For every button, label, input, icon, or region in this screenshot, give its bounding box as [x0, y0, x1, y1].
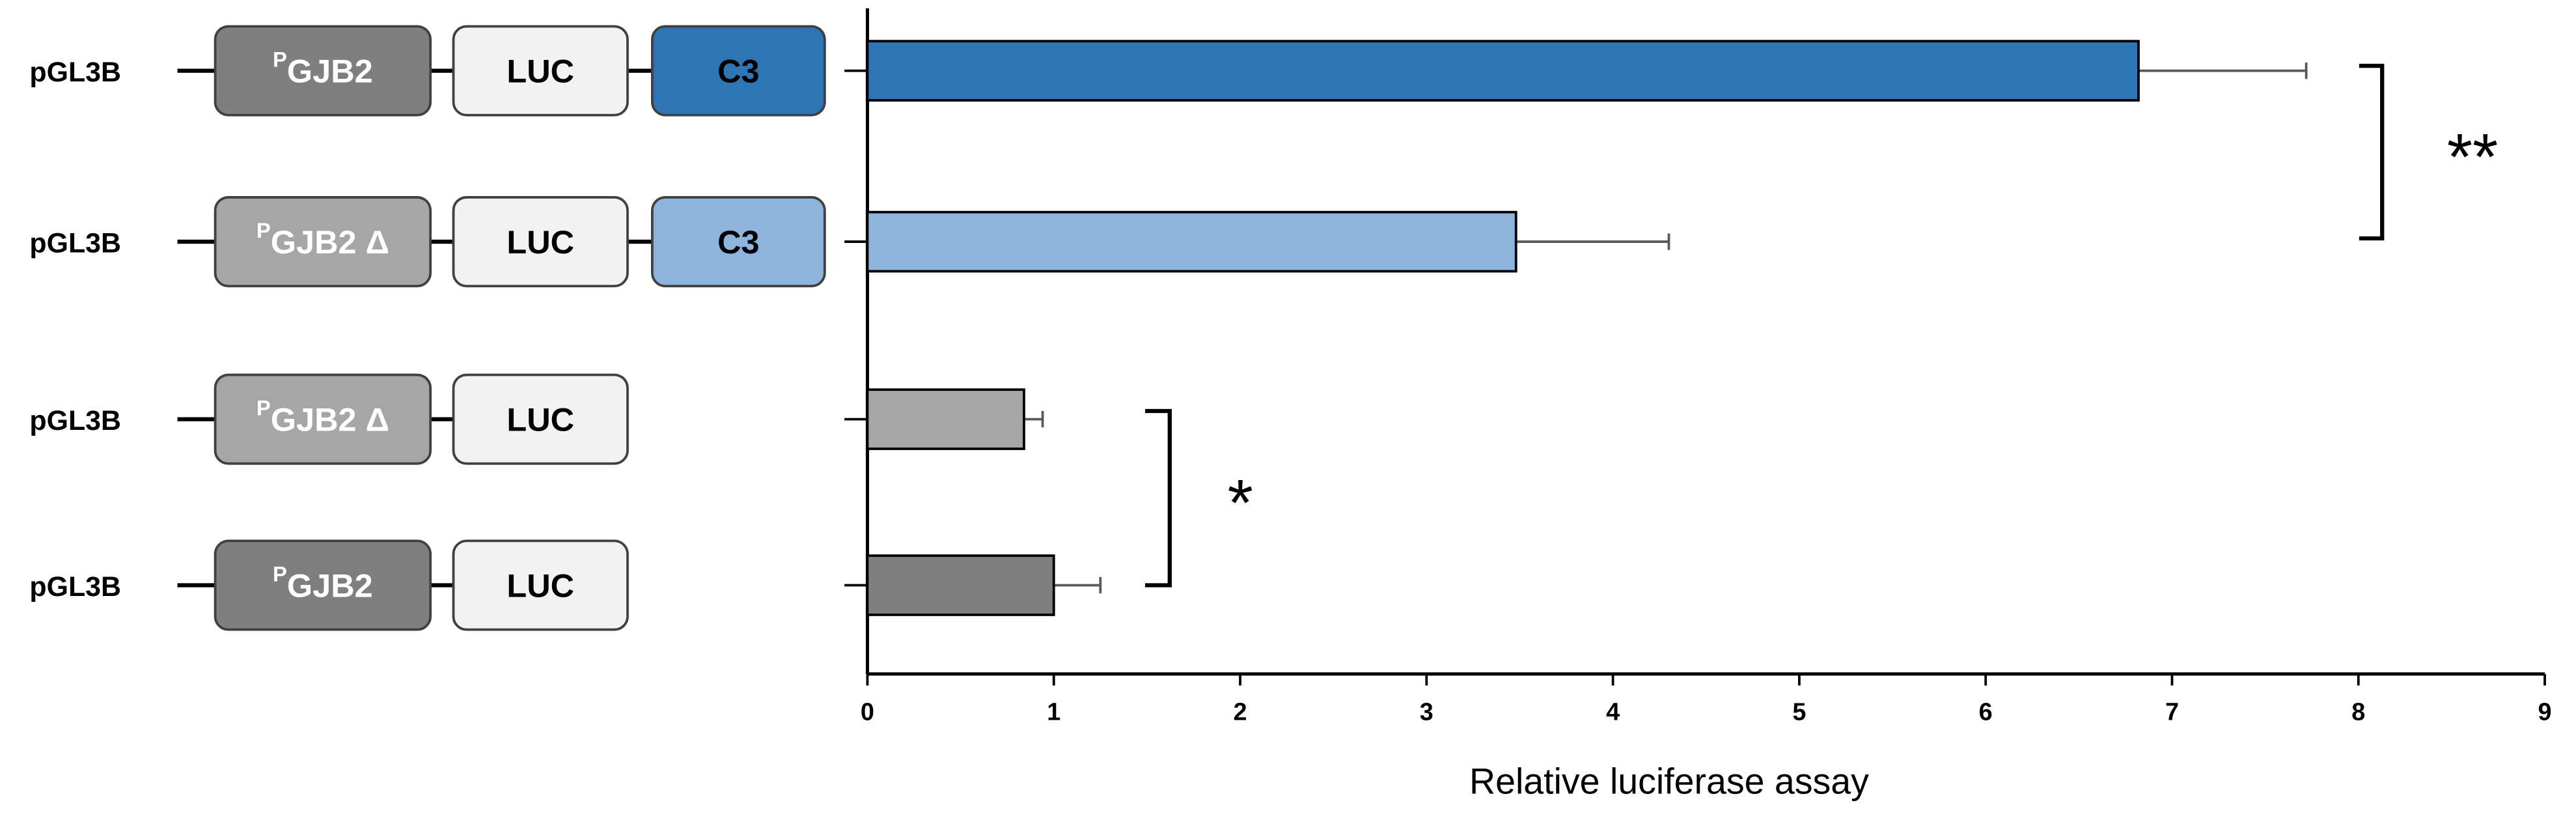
construct-box — [214, 25, 432, 117]
significance-label: ** — [2447, 120, 2499, 193]
bar — [866, 40, 2140, 102]
construct-box-label: LUC — [506, 53, 574, 90]
construct-box-label: PGJB2 — [273, 561, 373, 604]
bar — [866, 388, 1025, 450]
bar — [866, 210, 1517, 273]
construct-box — [214, 373, 432, 465]
x-tick-label: 9 — [2538, 698, 2552, 726]
construct-box-label: LUC — [506, 401, 574, 438]
construct-label: pGL3B — [29, 227, 121, 259]
construct-box — [650, 25, 826, 117]
box-text: LUC — [506, 567, 574, 604]
construct-box — [452, 373, 629, 465]
construct-label: pGL3B — [29, 57, 121, 88]
x-tick-label: 3 — [1420, 698, 1433, 726]
significance-bracket — [2359, 63, 2385, 241]
construct-label: pGL3B — [29, 571, 121, 602]
significance-label: * — [1228, 467, 1253, 540]
construct-box — [452, 196, 629, 288]
bar — [866, 554, 1055, 616]
superscript: P — [273, 561, 287, 586]
construct-box — [452, 25, 629, 117]
construct-box — [214, 539, 432, 631]
x-tick-label: 8 — [2351, 698, 2365, 726]
construct-box — [214, 196, 432, 288]
construct-box-label: LUC — [506, 223, 574, 261]
box-text: LUC — [506, 401, 574, 438]
construct-box — [650, 196, 826, 288]
box-text: LUC — [506, 53, 574, 90]
construct-label: pGL3B — [29, 405, 121, 436]
box-text: GJB2 Δ — [271, 223, 389, 261]
x-tick-label: 0 — [861, 698, 874, 726]
construct-box — [452, 539, 629, 631]
box-text: GJB2 — [287, 53, 373, 90]
superscript: P — [273, 47, 287, 71]
x-tick-label: 2 — [1234, 698, 1247, 726]
superscript: P — [256, 218, 271, 242]
x-tick-label: 6 — [1979, 698, 1993, 726]
box-text: GJB2 Δ — [271, 401, 389, 438]
significance-bracket — [1144, 408, 1172, 588]
box-text: C3 — [717, 223, 760, 261]
construct-box-label: LUC — [506, 567, 574, 604]
construct-box-label: PGJB2 Δ — [256, 395, 389, 438]
x-tick-label: 1 — [1047, 698, 1060, 726]
box-text: GJB2 — [287, 567, 373, 604]
superscript: P — [256, 395, 271, 419]
construct-box-label: C3 — [717, 53, 760, 90]
construct-box-label: PGJB2 Δ — [256, 218, 389, 261]
x-axis-label: Relative luciferase assay — [1469, 761, 1869, 802]
box-text: LUC — [506, 223, 574, 261]
x-tick-label: 4 — [1606, 698, 1620, 726]
x-tick-label: 7 — [2165, 698, 2179, 726]
construct-box-label: PGJB2 — [273, 47, 373, 90]
construct-box-label: C3 — [717, 223, 760, 261]
x-tick-label: 5 — [1792, 698, 1806, 726]
box-text: C3 — [717, 53, 760, 90]
